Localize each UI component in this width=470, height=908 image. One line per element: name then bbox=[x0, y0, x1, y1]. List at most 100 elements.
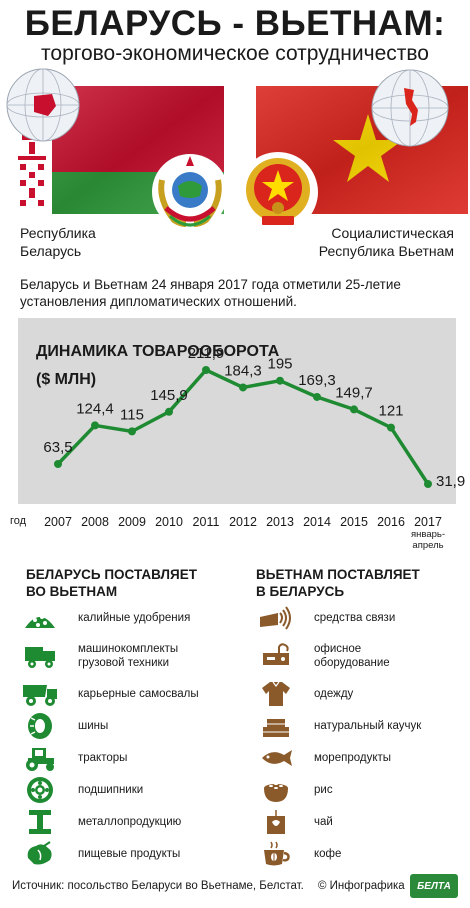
imports-item-label: рис bbox=[314, 784, 333, 796]
belta-logo: БЕЛТА bbox=[410, 874, 458, 898]
coffee-icon bbox=[256, 840, 296, 868]
tractor-icon bbox=[20, 744, 60, 772]
x-tick-2012: 2012 bbox=[229, 515, 257, 529]
data-point-2008 bbox=[91, 421, 99, 430]
trade-chart: ДИНАМИКА ТОВАРООБОРОТА ($ МЛН) 63,5 124,4… bbox=[10, 343, 465, 550]
tea-icon bbox=[256, 808, 296, 836]
value-label-2014: 169,3 bbox=[298, 372, 336, 389]
imports-item-label: средства связи bbox=[314, 612, 396, 624]
imports-item: рис bbox=[256, 776, 333, 804]
data-point-2014 bbox=[313, 392, 321, 401]
x-tick-2010: 2010 bbox=[155, 515, 183, 529]
exports-item: карьерные самосвалы bbox=[20, 680, 199, 708]
value-label-2011: 211,9 bbox=[188, 345, 224, 362]
data-point-2015 bbox=[350, 405, 358, 414]
shirt-icon bbox=[256, 680, 296, 708]
value-label-2017: 31,9 bbox=[436, 473, 465, 490]
value-label-2007: 63,5 bbox=[43, 439, 72, 456]
imports-item: кофе bbox=[256, 840, 341, 868]
imports-item: офисное оборудование bbox=[256, 642, 390, 670]
value-label-2016: 121 bbox=[378, 403, 403, 420]
data-point-2013 bbox=[276, 376, 284, 385]
belarus-emblem-icon bbox=[152, 154, 228, 230]
value-label-2012: 184,3 bbox=[224, 362, 262, 379]
x-tick-note-2017: январь- bbox=[411, 529, 445, 540]
imports-item: средства связи bbox=[256, 604, 395, 632]
value-label-2008: 124,4 bbox=[76, 400, 114, 417]
x-tick-2008: 2008 bbox=[81, 515, 109, 529]
bearing-icon bbox=[20, 776, 60, 804]
source-note: Источник: посольство Беларуси во Вьетнам… bbox=[12, 880, 304, 892]
credit: © Инфографика bbox=[318, 880, 405, 892]
x-tick-2014: 2014 bbox=[303, 515, 331, 529]
exports-item: пищевые продукты bbox=[20, 840, 180, 868]
data-point-2012 bbox=[239, 383, 247, 392]
data-point-2007 bbox=[54, 459, 62, 468]
tire-icon bbox=[20, 712, 60, 740]
exports-item: шины bbox=[20, 712, 108, 740]
imports-item-label: одежду bbox=[314, 688, 354, 700]
data-point-2017 bbox=[424, 480, 432, 488]
x-axis-label: год bbox=[10, 515, 27, 527]
imports-item-label: кофе bbox=[314, 848, 342, 860]
exports-item-label: калийные удобрения bbox=[78, 612, 191, 624]
exports-title: БЕЛАРУСЬ ПОСТАВЛЯЕТ ВО ВЬЕТНАМ bbox=[26, 567, 197, 599]
vietnam-name: Социалистическая Республика Вьетнам bbox=[318, 225, 454, 259]
fish-icon bbox=[256, 744, 296, 772]
imports-item-label: офисное оборудование bbox=[314, 643, 390, 669]
x-tick-2015: 2015 bbox=[340, 515, 368, 529]
x-tick-2011: 2011 bbox=[193, 515, 220, 529]
communication-icon bbox=[256, 604, 296, 632]
imports-title: ВЬЕТНАМ ПОСТАВЛЯЕТ В БЕЛАРУСЬ bbox=[256, 567, 420, 599]
exports-item-label: карьерные самосвалы bbox=[78, 688, 199, 700]
exports-item: тракторы bbox=[20, 744, 127, 772]
imports-item: натуральный каучук bbox=[256, 712, 421, 740]
x-tick-2017: 2017 bbox=[414, 515, 442, 529]
chart-unit-label: ($ МЛН) bbox=[36, 371, 96, 388]
exports-item: машинокомплекты грузовой техники bbox=[20, 642, 178, 670]
chart-background bbox=[18, 318, 456, 504]
exports-item-label: металлопродукцию bbox=[78, 816, 182, 828]
value-label-2010: 145,9 bbox=[150, 387, 188, 404]
exports-item-label: пищевые продукты bbox=[78, 848, 181, 860]
exports-item: калийные удобрения bbox=[20, 604, 190, 632]
food-icon bbox=[20, 840, 60, 868]
rice-icon bbox=[256, 776, 296, 804]
imports-item: морепродукты bbox=[256, 744, 391, 772]
value-label-2013: 195 bbox=[267, 356, 292, 373]
metal-beam-icon bbox=[20, 808, 60, 836]
value-label-2015: 149,7 bbox=[335, 384, 373, 401]
data-point-2011 bbox=[202, 366, 210, 374]
belarus-globe-icon bbox=[6, 68, 80, 142]
exports-item-label: подшипники bbox=[78, 784, 144, 796]
data-point-2016 bbox=[387, 423, 395, 432]
page-title: БЕЛАРУСЬ - ВЬЕТНАМ: bbox=[24, 4, 446, 43]
dump-truck-icon bbox=[20, 680, 60, 708]
exports-item-label: машинокомплекты грузовой техники bbox=[78, 643, 179, 669]
x-tick-2009: 2009 bbox=[118, 515, 146, 529]
exports-item-label: шины bbox=[78, 720, 109, 732]
x-tick-2016: 2016 bbox=[377, 515, 405, 529]
imports-item: одежду bbox=[256, 680, 353, 708]
intro-text: Беларусь и Вьетнам 24 января 2017 года о… bbox=[20, 277, 401, 309]
imports-item: чай bbox=[256, 808, 333, 836]
office-equipment-icon bbox=[256, 642, 296, 670]
fertilizer-icon bbox=[20, 604, 60, 632]
exports-item-label: тракторы bbox=[78, 752, 128, 764]
truck-kit-icon bbox=[20, 642, 60, 670]
imports-item-label: натуральный каучук bbox=[314, 720, 422, 732]
x-tick-2007: 2007 bbox=[44, 515, 72, 529]
vietnam-emblem-icon bbox=[238, 152, 318, 232]
x-tick-note-2017: апрель bbox=[412, 540, 443, 550]
imports-item-label: чай bbox=[314, 816, 333, 828]
data-point-2010 bbox=[165, 407, 173, 416]
chart-title: ДИНАМИКА ТОВАРООБОРОТА bbox=[36, 343, 280, 360]
data-point-2009 bbox=[128, 427, 136, 436]
belarus-name: Республика Беларусь bbox=[20, 225, 96, 259]
value-label-2009: 115 bbox=[120, 406, 144, 423]
x-tick-2013: 2013 bbox=[266, 515, 294, 529]
vietnam-globe-icon bbox=[371, 69, 449, 147]
exports-item: подшипники bbox=[20, 776, 143, 804]
rubber-icon bbox=[256, 712, 296, 740]
imports-item-label: морепродукты bbox=[314, 752, 392, 764]
